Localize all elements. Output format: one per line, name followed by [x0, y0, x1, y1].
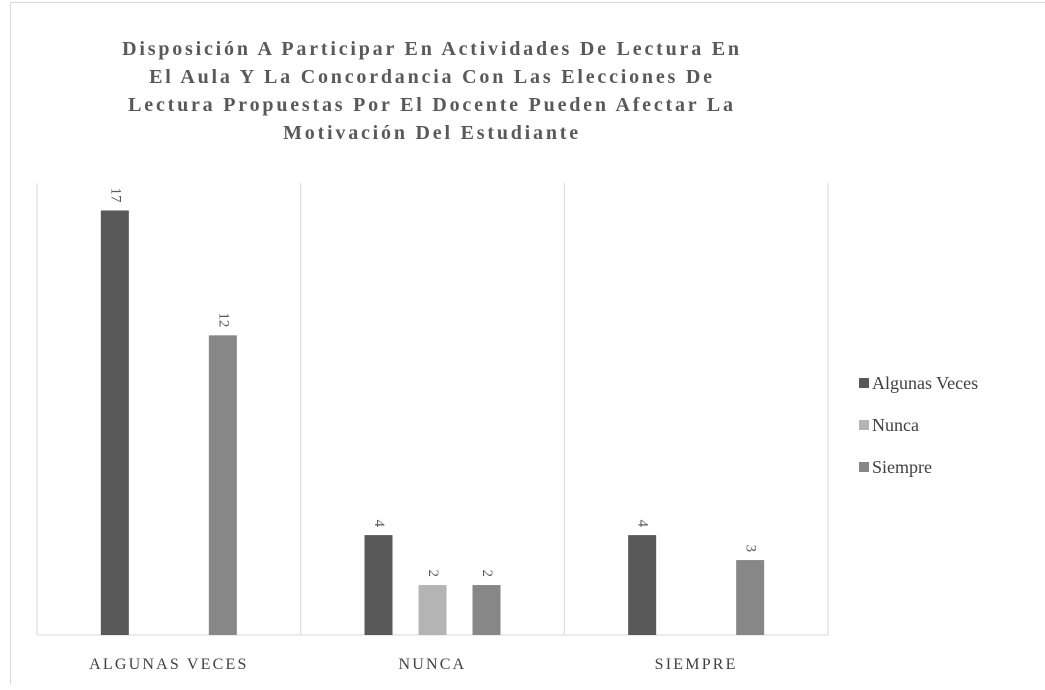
data-label: 4: [371, 520, 387, 528]
legend-label: Algunas Veces: [872, 373, 978, 393]
x-tick-label: NUNCA: [399, 656, 467, 673]
data-label: 4: [635, 520, 651, 528]
bar: [473, 585, 501, 635]
legend-swatch: [859, 420, 869, 430]
chart-title: Disposición A Participar En Actividades …: [122, 38, 742, 60]
legend-label: Siempre: [872, 457, 932, 477]
chart-title: Lectura Propuestas Por El Docente Pueden…: [128, 94, 736, 116]
data-label: 3: [743, 545, 759, 553]
data-label: 17: [107, 187, 123, 203]
chart-title: El Aula Y La Concordancia Con Las Elecci…: [149, 66, 715, 88]
x-tick-label: ALGUNAS VECES: [89, 656, 248, 673]
x-tick-label: SIEMPRE: [655, 656, 738, 673]
chart-title: Motivación Del Estudiante: [283, 122, 581, 144]
data-label: 12: [215, 312, 231, 327]
legend-label: Nunca: [872, 415, 919, 435]
data-label: 2: [479, 570, 495, 578]
bar: [365, 535, 393, 635]
data-label: 2: [425, 570, 441, 578]
legend-swatch: [859, 378, 869, 388]
bar: [419, 585, 447, 635]
bar: [101, 210, 129, 635]
bar: [209, 335, 237, 635]
legend-swatch: [859, 462, 869, 472]
bar: [736, 560, 764, 635]
bar: [628, 535, 656, 635]
